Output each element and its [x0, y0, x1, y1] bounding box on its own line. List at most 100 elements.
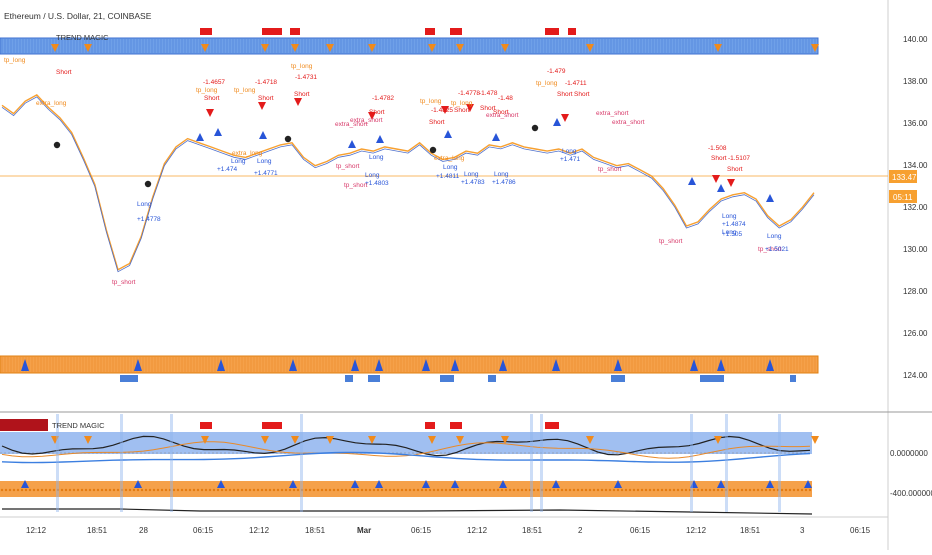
osc-dot — [792, 488, 796, 492]
time-axis[interactable]: 12:12 18:51 28 06:15 12:12 18:51 Mar 06:… — [26, 526, 871, 535]
up-triangle — [259, 131, 267, 139]
signal-dot — [531, 124, 539, 132]
signal-annotation: -1.4778 — [458, 90, 480, 97]
last-price-tag — [889, 170, 917, 183]
down-triangle — [727, 179, 735, 187]
osc-dot — [388, 488, 392, 492]
osc-down-triangle — [714, 436, 722, 444]
osc-dot — [344, 488, 348, 492]
osc-dot — [160, 488, 164, 492]
down-triangle — [368, 112, 376, 120]
osc-dot — [704, 488, 708, 492]
up-triangle — [348, 140, 356, 148]
price-axis[interactable]: 140.00 138.00 136.00 134.00 132.00 130.0… — [903, 35, 928, 380]
signal-annotation: tp_long — [4, 57, 26, 64]
annotation-layer: tp_longShortextra_longLong+1.4778tp_shor… — [4, 57, 789, 286]
osc-dot — [232, 488, 236, 492]
osc-dot — [316, 488, 320, 492]
signal-annotation: +1.4778 — [137, 216, 161, 223]
osc-dot — [164, 488, 168, 492]
osc-dot — [488, 488, 492, 492]
up-triangle — [444, 130, 452, 138]
osc-up-triangle — [351, 480, 359, 488]
signal-annotation: tp_long — [196, 87, 218, 94]
osc-dot — [168, 488, 172, 492]
signal-annotation: +1.471 — [560, 156, 580, 163]
signal-block — [611, 375, 625, 382]
signal-block — [700, 375, 724, 382]
band-up-triangle — [351, 359, 359, 371]
osc-dot — [632, 488, 636, 492]
signal-annotation: Short — [480, 105, 496, 112]
signal-annotation: Long — [562, 148, 577, 155]
signal-annotation: Long — [137, 201, 152, 208]
osc-dot — [748, 488, 752, 492]
osc-dot — [724, 488, 728, 492]
osc-dot — [304, 488, 308, 492]
osc-dot — [444, 488, 448, 492]
signal-block — [345, 375, 353, 382]
osc-dot — [628, 488, 632, 492]
signal-flag — [425, 28, 435, 35]
osc-dot — [524, 488, 528, 492]
signal-annotation: Long — [365, 172, 380, 179]
osc-flag — [262, 422, 282, 429]
osc-down-triangle — [368, 436, 376, 444]
price-series-line — [1, 94, 815, 271]
osc-down-triangle — [261, 436, 269, 444]
time-tick: Mar — [357, 526, 371, 535]
osc-dot — [416, 488, 420, 492]
osc-dot — [364, 488, 368, 492]
osc-dot — [700, 488, 704, 492]
osc-dot — [276, 488, 280, 492]
osc-dot — [324, 488, 328, 492]
signal-flag — [568, 28, 576, 35]
osc-dot — [760, 488, 764, 492]
signal-annotation: Long — [767, 233, 782, 240]
band-up-triangle — [499, 359, 507, 371]
signal-annotation: tp_long — [291, 63, 313, 70]
osc-up-triangle — [289, 480, 297, 488]
price-tick: 138.00 — [903, 77, 928, 86]
osc-dot — [508, 488, 512, 492]
signal-annotation: Short — [204, 95, 220, 102]
signal-annotation: Short — [711, 155, 727, 162]
osc-dot — [636, 488, 640, 492]
osc-dot — [104, 488, 108, 492]
osc-dot — [808, 488, 812, 492]
osc-dot — [772, 488, 776, 492]
osc-dot — [740, 488, 744, 492]
osc-dot — [176, 488, 180, 492]
signal-dot — [144, 180, 152, 188]
signal-annotation: +1.474 — [217, 166, 237, 173]
osc-dot — [156, 488, 160, 492]
osc-dot — [560, 488, 564, 492]
osc-dot — [0, 488, 4, 492]
osc-dot — [88, 488, 92, 492]
time-tick: 3 — [800, 526, 805, 535]
signal-annotation: -1.4711 — [565, 80, 587, 87]
osc-dot — [180, 488, 184, 492]
osc-down-triangle — [501, 436, 509, 444]
osc-dot — [96, 488, 100, 492]
osc-dot — [664, 488, 668, 492]
band-up-triangle — [289, 359, 297, 371]
band-down-triangle — [501, 44, 509, 52]
osc-line-blue — [1, 451, 811, 464]
signal-annotation: Short — [258, 95, 274, 102]
osc-vertical-band — [120, 414, 123, 512]
osc-dot — [396, 488, 400, 492]
signal-annotation: +1.505 — [722, 231, 742, 238]
up-triangle — [376, 135, 384, 143]
osc-dot — [268, 488, 272, 492]
osc-dot — [216, 488, 220, 492]
price-tick: 134.00 — [903, 161, 928, 170]
signal-annotation: tp_long — [234, 87, 256, 94]
signal-annotation: extra_short — [335, 121, 368, 128]
down-triangle — [466, 104, 474, 112]
osc-up-triangle — [804, 480, 812, 488]
osc-dot — [192, 488, 196, 492]
osc-dot — [124, 488, 128, 492]
osc-vertical-band — [170, 414, 173, 512]
